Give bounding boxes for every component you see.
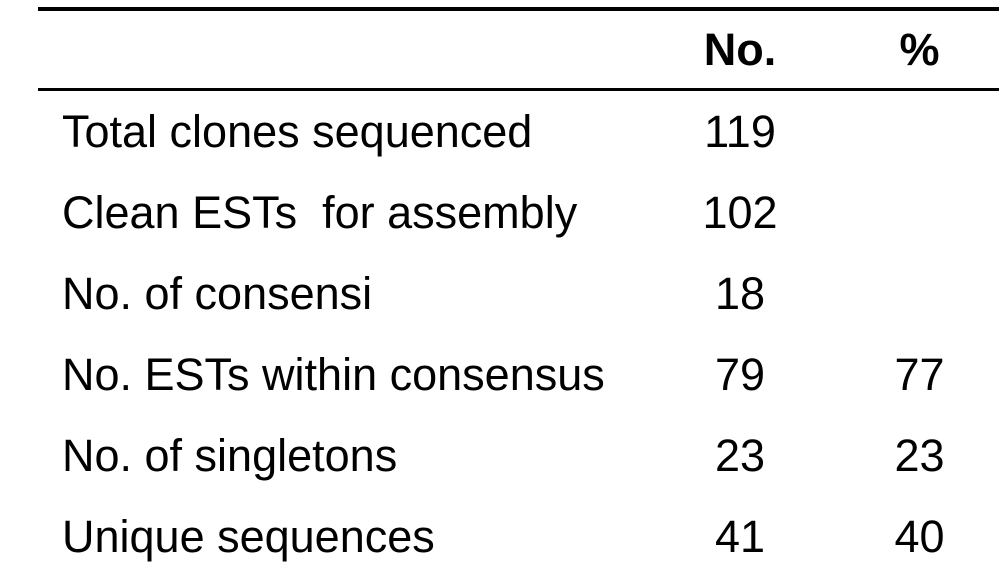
row-label: No. of consensi (62, 267, 373, 319)
table-row: No. of consensi 18 (38, 253, 999, 334)
row-label: Unique sequences (62, 510, 435, 562)
row-no-value: 41 (714, 510, 766, 562)
est-assembly-summary-table: No. % Total clones sequenced 119 Clean E… (38, 7, 999, 577)
row-no-value: 79 (714, 348, 766, 400)
col-header-percent: % (899, 23, 940, 75)
row-percent-value: 23 (894, 429, 945, 481)
col-header-no: No. (703, 23, 777, 75)
table-header-row: No. % (38, 7, 999, 91)
row-label: Total clones sequenced (62, 105, 533, 157)
table-row: Total clones sequenced 119 (38, 91, 999, 172)
row-label: Clean ESTs for assembly (62, 186, 578, 238)
row-percent-value: 77 (894, 348, 945, 400)
row-percent-value: 40 (894, 510, 945, 562)
table-row: No. of singletons 23 23 (38, 415, 999, 496)
row-no-value: 23 (714, 429, 766, 481)
table-row: No. ESTs within consensus 79 77 (38, 334, 999, 415)
row-label: No. of singletons (62, 429, 398, 481)
row-no-value: 119 (704, 105, 776, 157)
row-label: No. ESTs within consensus (62, 348, 605, 400)
table-row: Clean ESTs for assembly 102 (38, 172, 999, 253)
row-no-value: 18 (714, 267, 766, 319)
row-no-value: 102 (702, 186, 778, 238)
table-row: Unique sequences 41 40 (38, 496, 999, 577)
